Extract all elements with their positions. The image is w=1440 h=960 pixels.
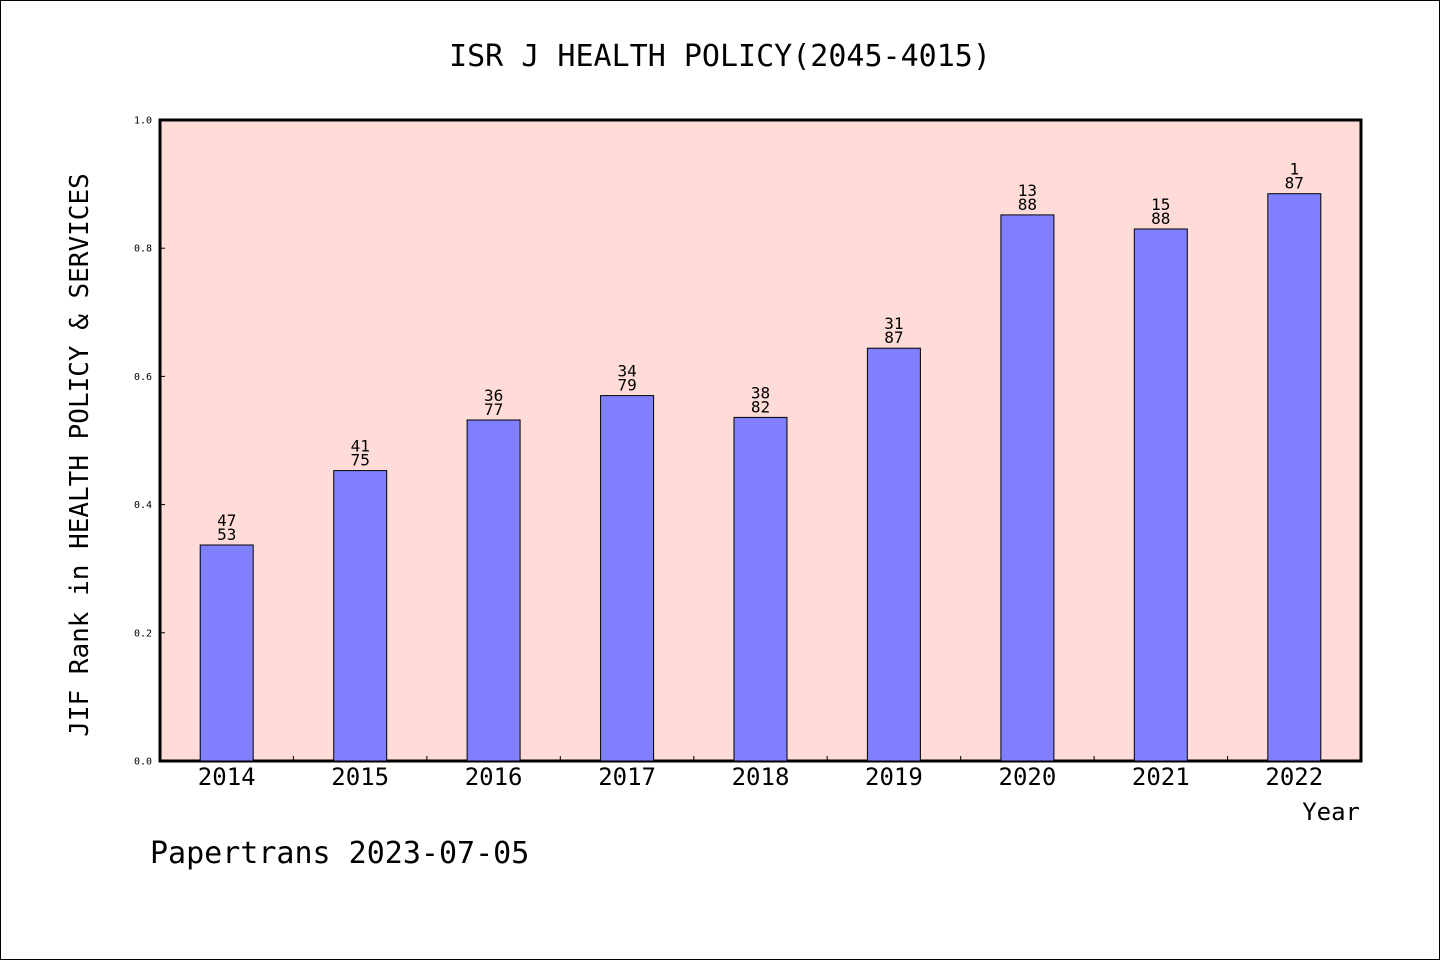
y-tick-label-0.4: 0.4 bbox=[134, 500, 152, 511]
bar-2020 bbox=[1000, 214, 1055, 762]
y-tick-label-0.0: 0.0 bbox=[134, 757, 152, 768]
bar-label-rank-2019: 31 bbox=[884, 314, 903, 333]
bar-label-rank-2018: 38 bbox=[751, 383, 770, 402]
bar-label-total-2020: 88 bbox=[1018, 195, 1037, 214]
bar-2014 bbox=[199, 544, 254, 762]
watermark-text: Papertrans 2023-07-05 bbox=[150, 836, 529, 871]
x-tick-label-2020: 2020 bbox=[999, 763, 1057, 791]
x-tick-label-2021: 2021 bbox=[1132, 763, 1190, 791]
bar-label-rank-2014: 47 bbox=[217, 511, 236, 530]
bar-label-total-2019: 87 bbox=[884, 328, 903, 347]
x-tick-label-2022: 2022 bbox=[1265, 763, 1323, 791]
y-tick-label-0.8: 0.8 bbox=[134, 244, 152, 255]
bar-label-rank-2022: 1 bbox=[1289, 160, 1299, 179]
bar-label-total-2021: 88 bbox=[1151, 209, 1170, 228]
bar-label-total-2016: 77 bbox=[484, 400, 503, 419]
bar-2016 bbox=[466, 419, 521, 762]
x-tick-label-2015: 2015 bbox=[331, 763, 389, 791]
x-tick-label-2017: 2017 bbox=[598, 763, 656, 791]
x-tick-label-2019: 2019 bbox=[865, 763, 923, 791]
bar-2022 bbox=[1267, 193, 1322, 762]
bars-group bbox=[199, 193, 1322, 762]
x-axis-label: Year bbox=[1302, 798, 1360, 826]
bar-2017 bbox=[600, 395, 655, 762]
bar-2021 bbox=[1133, 228, 1188, 762]
bar-label-total-2017: 79 bbox=[617, 376, 636, 395]
bar-label-total-2022: 87 bbox=[1285, 174, 1304, 193]
bar-2018 bbox=[733, 416, 788, 762]
bar-label-rank-2016: 36 bbox=[484, 386, 503, 405]
y-axis: 0.0 0.2 0.4 0.6 0.8 1.0 bbox=[134, 116, 165, 768]
bar-2019 bbox=[866, 347, 921, 762]
y-tick-label-0.2: 0.2 bbox=[134, 628, 152, 639]
bar-label-total-2015: 75 bbox=[351, 451, 370, 470]
x-tick-label-2016: 2016 bbox=[465, 763, 523, 791]
y-tick-label-0.6: 0.6 bbox=[134, 372, 152, 383]
chart-title: ISR J HEALTH POLICY(2045-4015) bbox=[449, 39, 991, 74]
y-axis-label: JIF Rank in HEALTH POLICY & SERVICES bbox=[65, 173, 95, 737]
y-tick-label-1.0: 1.0 bbox=[134, 116, 152, 127]
bar-2015 bbox=[333, 470, 388, 762]
bar-label-total-2014: 53 bbox=[217, 525, 236, 544]
x-axis: 2014 2015 2016 2017 2018 2019 2020 2021 2022 bbox=[198, 756, 1323, 791]
bar-label-rank-2021: 15 bbox=[1151, 195, 1170, 214]
x-tick-label-2014: 2014 bbox=[198, 763, 256, 791]
bar-label-rank-2015: 41 bbox=[351, 437, 370, 456]
x-tick-label-2018: 2018 bbox=[732, 763, 790, 791]
bar-label-rank-2020: 13 bbox=[1018, 181, 1037, 200]
bar-label-total-2018: 82 bbox=[751, 397, 770, 416]
bar-label-rank-2017: 34 bbox=[617, 362, 636, 381]
